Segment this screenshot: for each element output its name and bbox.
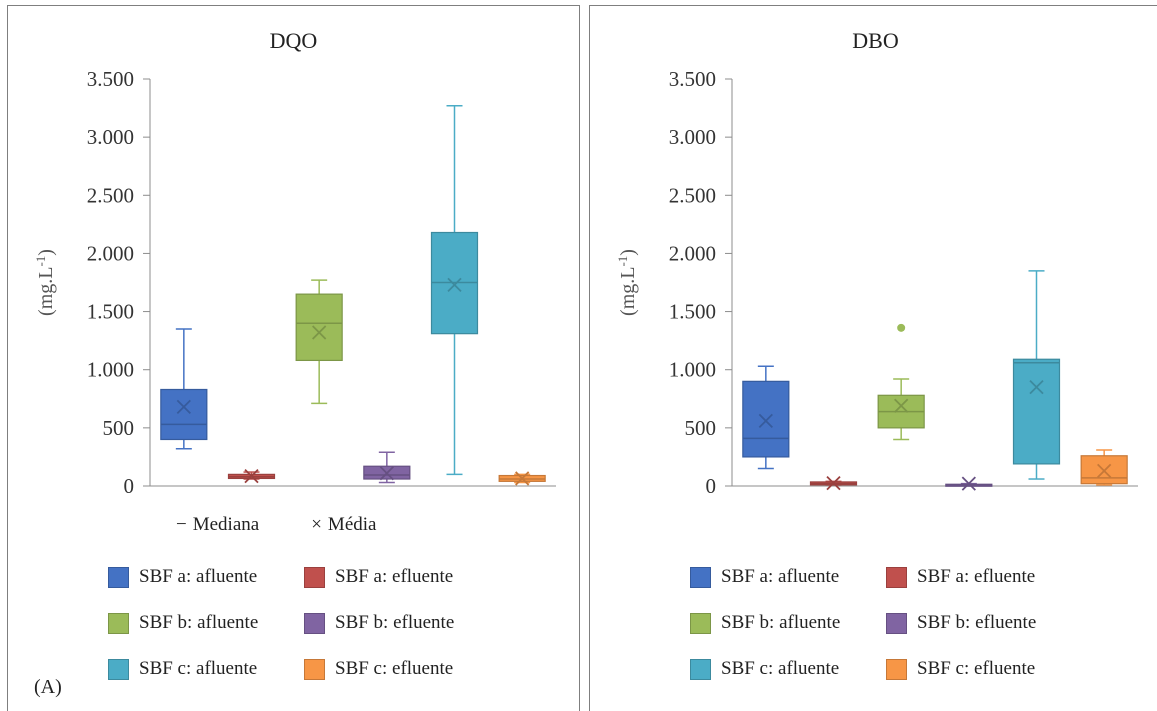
legend-swatch — [304, 658, 325, 680]
legend-label: SBF c: efluente — [917, 658, 1036, 679]
box-c_efl — [498, 471, 546, 486]
legend-label: SBF b: afluente — [139, 612, 259, 633]
y-tick-label: 1.500 — [669, 300, 716, 324]
legend-swatch — [690, 566, 711, 588]
median-label: Mediana — [192, 514, 260, 535]
legend-swatch — [690, 658, 711, 680]
iqr-box — [160, 388, 208, 441]
box-c_afl — [1012, 270, 1061, 480]
legend-item: SBF b: efluente — [886, 612, 1036, 634]
median-symbol: − — [176, 514, 187, 535]
mean-label: Média — [327, 514, 377, 535]
legend-swatch — [886, 658, 907, 680]
legend-item: SBF c: efluente — [886, 658, 1035, 680]
box-a_efl — [227, 468, 276, 484]
mean-marker — [961, 476, 976, 491]
legend-swatch — [108, 612, 129, 634]
legend-item: SBF c: afluente — [690, 658, 839, 680]
mean-symbol: × — [311, 514, 322, 535]
legend-item: SBF a: afluente — [690, 566, 839, 588]
legend-item: SBF c: efluente — [304, 658, 453, 680]
legend-item: SBF b: afluente — [108, 612, 258, 634]
legend-item: SBF b: afluente — [690, 612, 840, 634]
chart-title: DQO — [269, 28, 318, 53]
mean-marker — [515, 471, 530, 486]
mean-marker — [758, 413, 773, 429]
legend-label: SBF a: efluente — [335, 566, 454, 587]
box-plot-dqo: 0 500 1.000 1.500 2.000 2.500 3.000 3.500 (mg.L-… — [33, 67, 556, 498]
y-axis-label: (mg.L-1) — [615, 249, 640, 316]
legend-item: SBF b: efluente — [304, 612, 454, 634]
legend-label: SBF b: efluente — [917, 612, 1037, 633]
mean-marker — [1097, 463, 1112, 479]
mean-marker — [447, 277, 462, 292]
y-tick-label: 500 — [685, 416, 717, 440]
box-b_efl — [363, 451, 411, 484]
legend-item: SBF a: efluente — [886, 566, 1035, 588]
y-tick-label: 3.500 — [87, 67, 134, 91]
y-tick-label: 1.000 — [669, 358, 716, 382]
iqr-box — [742, 380, 790, 458]
median-legend: − Mediana — [176, 514, 259, 536]
box-plot-dbo: 0 500 1.000 1.500 2.000 2.500 3.000 3.500 (mg.L-… — [615, 67, 1138, 498]
chart-panel-dqo: DQO 0 500 1.000 1.500 2.000 2.500 3.000 3.500 (m… — [7, 5, 580, 711]
y-tick-label: 3.000 — [87, 125, 134, 149]
legend-item: SBF c: afluente — [108, 658, 257, 680]
legend-swatch — [108, 658, 129, 680]
chart-panel-dbo: DBO 0 500 1.000 1.500 2.000 2.500 3.000 3.500 (m… — [589, 5, 1157, 711]
y-tick-label: 1.000 — [87, 358, 134, 382]
y-tick-label: 3.500 — [669, 67, 716, 91]
mean-marker — [826, 475, 841, 491]
box-b_afl — [295, 279, 343, 405]
legend-label: SBF a: efluente — [917, 566, 1036, 587]
y-tick-label: 500 — [103, 416, 135, 440]
y-tick-label: 0 — [124, 474, 135, 498]
panel-label: (A) — [34, 676, 62, 698]
box-c_efl — [1080, 449, 1128, 486]
box-a_afl — [160, 328, 208, 450]
legend-item: SBF a: efluente — [304, 566, 453, 588]
legend-label: SBF b: efluente — [335, 612, 455, 633]
box-b_efl — [945, 476, 993, 491]
outlier-point — [897, 323, 906, 332]
legend-swatch — [304, 566, 325, 588]
y-tick-label: 2.000 — [669, 241, 716, 265]
mean-marker — [1029, 380, 1044, 395]
y-tick-label: 2.000 — [87, 241, 134, 265]
iqr-box — [1012, 358, 1061, 465]
legend-swatch — [304, 612, 325, 634]
mean-marker — [379, 466, 394, 481]
box-a_afl — [742, 365, 790, 470]
y-tick-label: 2.500 — [669, 183, 716, 207]
y-tick-label: 1.500 — [87, 300, 134, 324]
mean-marker — [244, 468, 259, 484]
box-a_efl — [809, 475, 858, 491]
legend-label: SBF c: efluente — [335, 658, 454, 679]
legend-swatch — [886, 612, 907, 634]
legend-item: SBF a: afluente — [108, 566, 257, 588]
legend-swatch — [886, 566, 907, 588]
y-tick-label: 2.500 — [87, 183, 134, 207]
legend-swatch — [690, 612, 711, 634]
box-b_afl — [877, 323, 925, 441]
stat-legend: − Mediana × Média — [176, 514, 376, 536]
mean-legend: × Média — [311, 514, 376, 536]
legend-swatch — [108, 566, 129, 588]
mean-marker — [312, 325, 327, 340]
mean-marker — [894, 398, 909, 413]
box-c_afl — [430, 104, 479, 476]
legend-label: SBF a: afluente — [139, 566, 258, 587]
legend-label: SBF c: afluente — [139, 658, 258, 679]
y-tick-label: 0 — [706, 474, 717, 498]
y-tick-label: 3.000 — [669, 125, 716, 149]
chart-title: DBO — [852, 28, 899, 53]
iqr-box — [295, 293, 343, 362]
legend-label: SBF a: afluente — [721, 566, 840, 587]
mean-marker — [176, 399, 191, 415]
legend-label: SBF b: afluente — [721, 612, 841, 633]
y-axis-label: (mg.L-1) — [33, 249, 58, 316]
legend-label: SBF c: afluente — [721, 658, 840, 679]
